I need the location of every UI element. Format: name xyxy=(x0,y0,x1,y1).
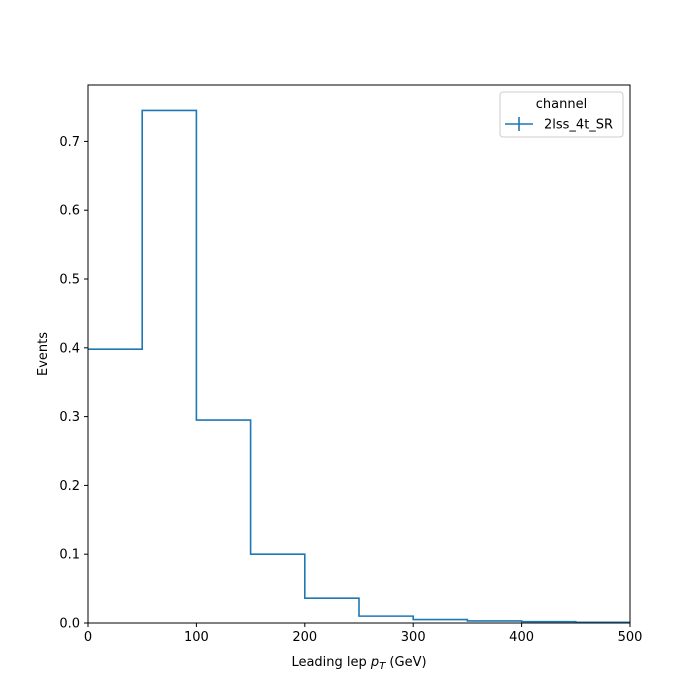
series-layer xyxy=(88,109,630,624)
x-tick-label: 300 xyxy=(401,630,426,645)
x-tick-label: 200 xyxy=(292,630,317,645)
x-tick-label: 0 xyxy=(84,630,92,645)
series-step-line xyxy=(88,109,630,624)
y-axis-ticks: 0.0 0.1 0.2 0.3 0.4 0.5 0.6 0.7 xyxy=(59,135,88,632)
y-tick-label: 0.6 xyxy=(59,204,80,219)
y-tick-label: 0.5 xyxy=(59,273,80,288)
y-axis-label: Events xyxy=(36,332,51,376)
y-tick-label: 0.3 xyxy=(59,410,80,425)
legend-entry-label: 2lss_4t_SR xyxy=(544,118,613,133)
x-axis-label: Leading lep pT (GeV) xyxy=(291,655,426,672)
y-tick-label: 0.4 xyxy=(59,341,80,356)
legend-title: channel xyxy=(536,97,587,112)
legend: channel 2lss_4t_SR xyxy=(499,91,624,138)
x-axis-ticks: 0 100 200 300 400 500 xyxy=(84,623,643,645)
y-tick-label: 0.1 xyxy=(59,548,80,563)
plot-area xyxy=(88,85,630,623)
y-tick-label: 0.7 xyxy=(59,135,80,150)
plot-frame xyxy=(87,84,631,624)
x-tick-label: 100 xyxy=(184,630,209,645)
x-tick-label: 400 xyxy=(509,630,534,645)
legend-box xyxy=(499,91,624,138)
y-tick-label: 0.0 xyxy=(59,617,80,632)
y-tick-label: 0.2 xyxy=(59,479,80,494)
legend-entries: 2lss_4t_SR xyxy=(505,117,613,133)
x-tick-label: 500 xyxy=(618,630,643,645)
